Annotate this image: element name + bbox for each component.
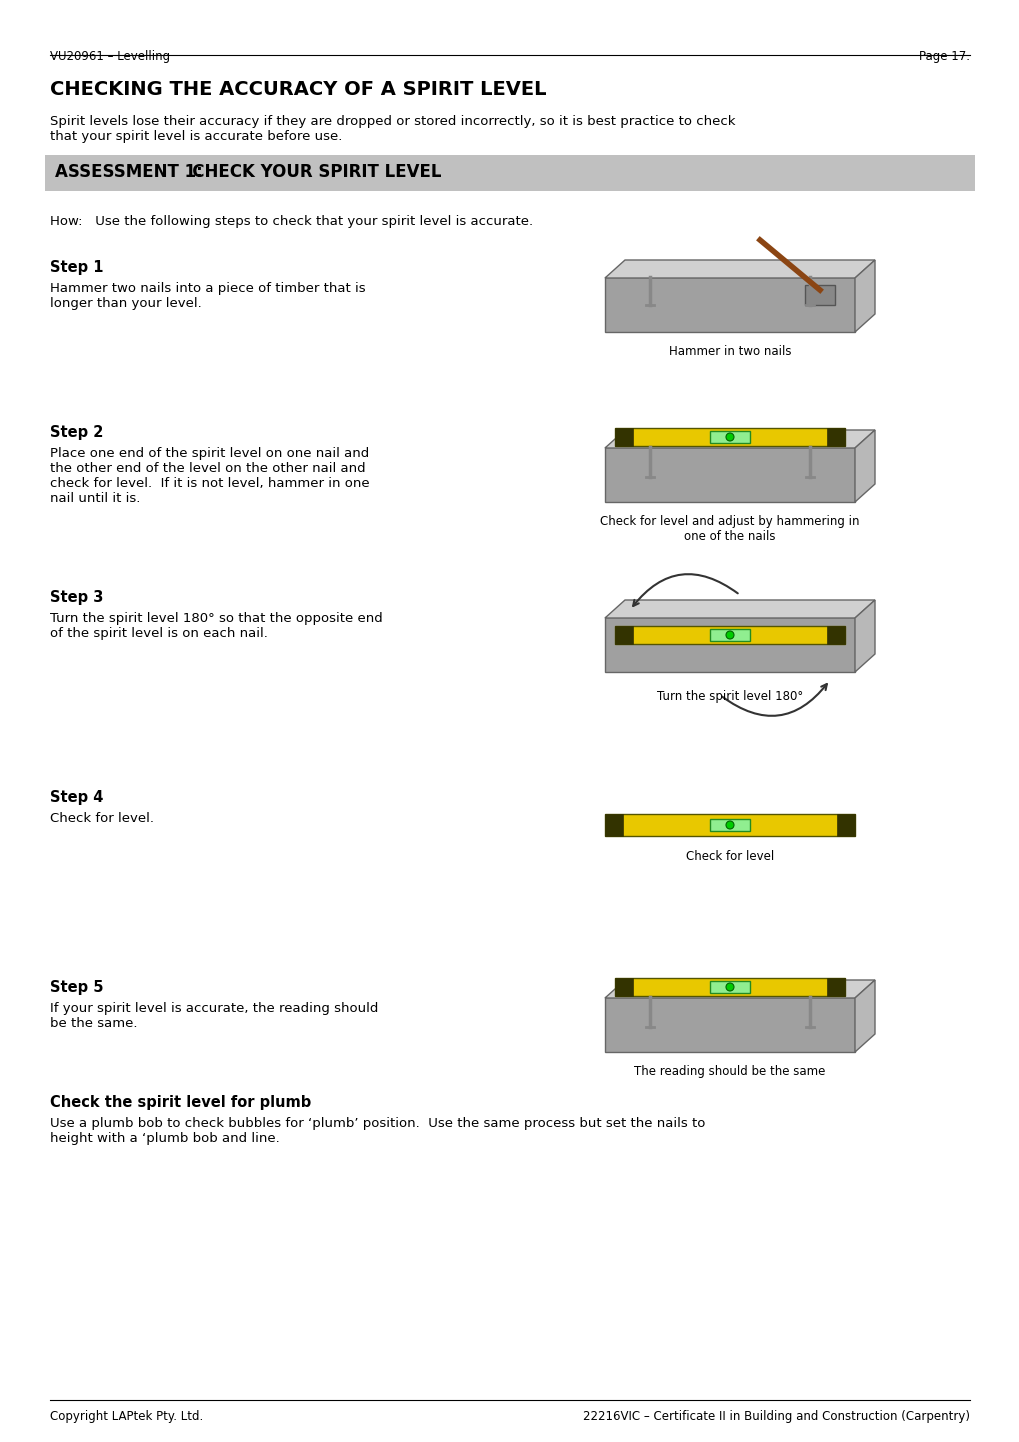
Text: Place one end of the spirit level on one nail and
the other end of the level on : Place one end of the spirit level on one…	[50, 447, 369, 505]
Bar	[826, 626, 844, 645]
Circle shape	[726, 632, 734, 639]
Text: Spirit levels lose their accuracy if they are dropped or stored incorrectly, so : Spirit levels lose their accuracy if the…	[50, 115, 735, 143]
Bar	[604, 813, 854, 836]
Polygon shape	[604, 430, 874, 448]
Text: Page 17.: Page 17.	[918, 50, 969, 63]
Bar	[604, 277, 854, 332]
Text: The reading should be the same: The reading should be the same	[634, 1066, 824, 1079]
Text: Step 4: Step 4	[50, 790, 103, 805]
Text: Hammer two nails into a piece of timber that is
longer than your level.: Hammer two nails into a piece of timber …	[50, 283, 365, 310]
Text: Step 5: Step 5	[50, 981, 103, 995]
Bar	[614, 626, 633, 645]
Polygon shape	[854, 600, 874, 672]
Text: Turn the spirit level 180° so that the opposite end
of the spirit level is on ea: Turn the spirit level 180° so that the o…	[50, 611, 382, 640]
Bar	[614, 978, 633, 996]
Bar	[604, 447, 854, 502]
Bar	[709, 819, 749, 831]
Polygon shape	[854, 430, 874, 502]
Text: CHECK YOUR SPIRIT LEVEL: CHECK YOUR SPIRIT LEVEL	[175, 163, 441, 182]
Text: Check for level: Check for level	[685, 849, 773, 862]
Text: How:   Use the following steps to check that your spirit level is accurate.: How: Use the following steps to check th…	[50, 215, 533, 228]
Bar	[826, 428, 844, 446]
Text: Turn the spirit level 180°: Turn the spirit level 180°	[656, 691, 802, 704]
Polygon shape	[604, 600, 874, 619]
Text: ASSESSMENT 1:: ASSESSMENT 1:	[55, 163, 203, 182]
Text: Check for level.: Check for level.	[50, 812, 154, 825]
Circle shape	[726, 820, 734, 829]
Bar	[709, 981, 749, 994]
Bar	[45, 154, 974, 190]
Polygon shape	[604, 260, 874, 278]
Bar	[614, 428, 633, 446]
Bar	[614, 428, 844, 446]
Text: Copyright LAPtek Pty. Ltd.: Copyright LAPtek Pty. Ltd.	[50, 1410, 203, 1423]
Bar	[604, 617, 854, 672]
Polygon shape	[854, 981, 874, 1053]
Bar	[837, 813, 854, 836]
Circle shape	[726, 433, 734, 441]
Text: Step 2: Step 2	[50, 425, 103, 440]
Polygon shape	[854, 260, 874, 332]
Text: 22216VIC – Certificate II in Building and Construction (Carpentry): 22216VIC – Certificate II in Building an…	[583, 1410, 969, 1423]
Text: Use a plumb bob to check bubbles for ‘plumb’ position.  Use the same process but: Use a plumb bob to check bubbles for ‘pl…	[50, 1118, 705, 1145]
Bar	[614, 626, 844, 645]
Bar	[709, 431, 749, 443]
Polygon shape	[604, 981, 874, 998]
Text: CHECKING THE ACCURACY OF A SPIRIT LEVEL: CHECKING THE ACCURACY OF A SPIRIT LEVEL	[50, 79, 546, 99]
Text: Check for level and adjust by hammering in
one of the nails: Check for level and adjust by hammering …	[599, 515, 859, 544]
Circle shape	[726, 983, 734, 991]
Text: Hammer in two nails: Hammer in two nails	[668, 345, 791, 358]
Bar	[604, 813, 623, 836]
Text: If your spirit level is accurate, the reading should
be the same.: If your spirit level is accurate, the re…	[50, 1002, 378, 1030]
Bar	[709, 629, 749, 642]
Bar	[604, 996, 854, 1053]
Bar	[614, 978, 844, 996]
Text: Step 1: Step 1	[50, 260, 103, 275]
Text: Check the spirit level for plumb: Check the spirit level for plumb	[50, 1094, 311, 1110]
Bar	[804, 286, 835, 306]
Text: Step 3: Step 3	[50, 590, 103, 606]
Text: VU20961 – Levelling: VU20961 – Levelling	[50, 50, 170, 63]
Bar	[826, 978, 844, 996]
